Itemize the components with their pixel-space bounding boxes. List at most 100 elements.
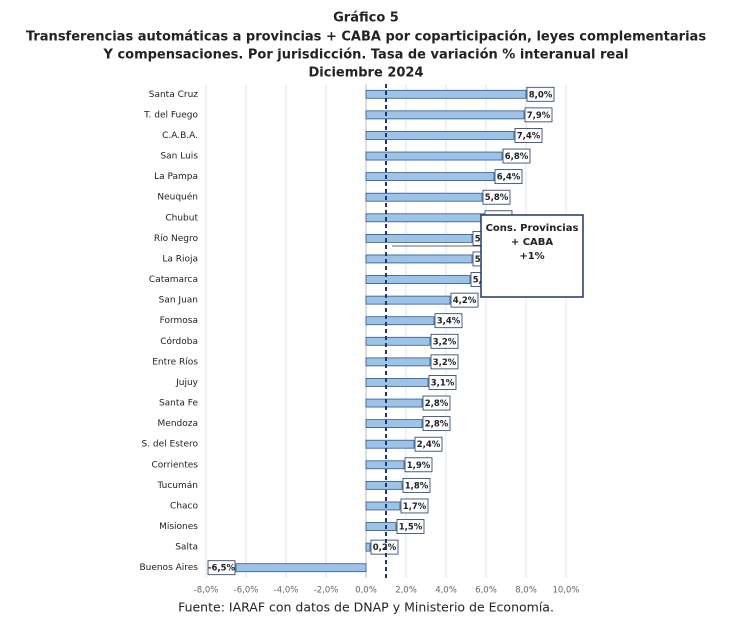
y-tick-label: San Juan [159,296,198,306]
y-tick-label: Misiones [159,522,198,532]
y-tick-label: Buenos Aires [139,563,198,573]
x-tick-label: 2,0% [395,586,417,596]
y-tick-label: Chaco [170,501,198,511]
chart-title: Gráfico 5 [333,11,399,26]
value-label-box [430,333,459,349]
value-label: 1,9% [407,461,431,471]
value-label: 7,4% [517,131,541,141]
plot: -8,0% -6,0% -4,0% -2,0% 0,0% 2,0% 4,0% 6,0% 8,0%… [139,84,584,596]
value-label: 2,8% [425,399,449,409]
chart-subtitle: Diciembre 2024 [308,66,423,81]
value-label-box [524,107,553,123]
annotation-text: Cons. Provincias [486,223,579,234]
bar [365,501,401,511]
x-tick-label: -8,0% [194,586,219,596]
bar [365,522,397,531]
bar [365,110,525,120]
bar [365,192,483,202]
y-tick-label: Salta [175,543,198,553]
y-tick-label: Córdoba [160,336,198,347]
bar [365,131,515,140]
value-label-box [514,128,543,143]
bar [365,172,495,182]
y-tick-label: Entre Ríos [152,357,198,367]
value-label: 0,2% [373,543,397,553]
y-tick-label: San Luis [160,152,198,162]
x-tick-label: -6,0% [234,586,259,596]
bar [365,542,371,552]
value-label-box [207,560,236,576]
bar [365,275,471,284]
value-label-box [494,169,523,185]
value-label: 5,8% [485,193,509,203]
x-tick-label: 6,0% [475,586,497,596]
value-label-box [404,457,433,473]
bar [365,480,403,490]
value-label: 2,8% [425,420,449,430]
y-tick-label: Mendoza [158,419,198,429]
bar [365,357,431,367]
y-tick-label: Jujuy [175,378,199,388]
bar [235,563,367,573]
y-tick-label: C.A.B.A. [162,131,198,141]
value-label: 2,4% [417,440,441,450]
value-label: 1,5% [399,523,423,533]
y-tick-label: La Rioja [162,254,198,264]
annotation-text: +1% [519,251,544,262]
y-tick-label: Santa Fe [159,399,199,409]
x-tick-label: 0,0% [355,586,377,596]
y-tick-label: La Pampa [154,172,198,182]
y-tick-label: Santa Cruz [149,90,199,100]
value-label: 3,2% [433,337,457,347]
chart-subtitle: Transferencias automáticas a provincias … [26,30,706,45]
x-tick-label: -2,0% [314,586,339,596]
bar [365,419,423,429]
value-label: 3,1% [431,378,455,388]
x-tick-label: -4,0% [274,586,299,596]
value-label: 6,8% [505,152,529,162]
source: Fuente: IARAF con datos de DNAP y Minist… [178,600,554,615]
x-tick-label: 10,0% [552,586,579,596]
value-label-box [422,395,451,411]
value-label: 6,4% [497,173,521,183]
value-label: 7,9% [527,111,551,121]
value-label: -6,5% [208,564,236,574]
y-tick-label: Chubut [165,213,198,223]
value-label-box [502,148,531,164]
annotation-text: + CABA [511,237,554,248]
value-label: 1,7% [403,502,427,512]
x-tick-label: 4,0% [435,586,457,596]
value-label-box [402,477,431,493]
bar [365,336,431,346]
value-label-box [482,189,511,205]
value-label-box [526,86,555,102]
annotation-box [480,214,584,298]
y-tick-label: Río Negro [154,234,199,244]
value-label: 8,0% [529,90,553,100]
bar [365,213,485,223]
value-label-box [400,498,429,514]
bar [365,316,435,326]
value-label-box [428,375,457,390]
chart-subtitle: Y compensaciones. Por jurisdicción. Tasa… [103,48,629,63]
bar [365,295,451,305]
bar [365,151,503,161]
value-label: 3,2% [433,358,457,368]
value-label-box [430,354,459,370]
bar [365,439,415,449]
bar [365,398,423,408]
y-tick-label: Tucumán [157,481,198,491]
bar [365,233,473,243]
value-label-box [434,313,463,329]
value-label-box [370,539,399,555]
value-label-box [422,416,451,432]
value-label-box [414,436,443,452]
y-tick-label: Catamarca [149,275,198,285]
value-label-box [396,519,425,534]
bar [365,89,527,99]
y-tick-label: Corrientes [151,460,198,470]
bar [365,378,429,387]
value-label: 3,4% [437,317,461,327]
